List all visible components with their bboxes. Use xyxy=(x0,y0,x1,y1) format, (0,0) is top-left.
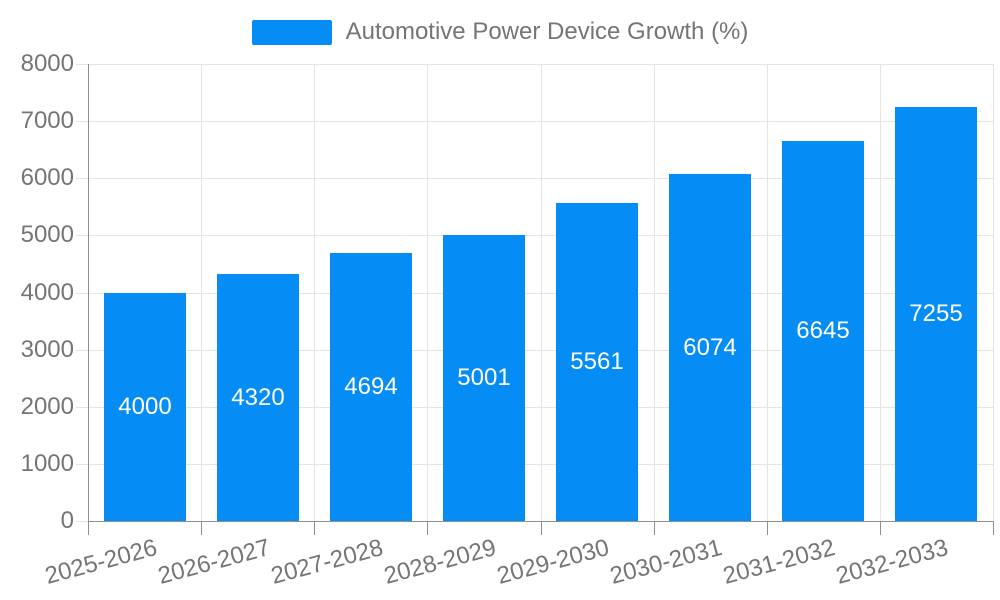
bar-value-label: 4694 xyxy=(344,373,398,400)
bar-value-label: 6074 xyxy=(683,334,737,361)
bar[interactable] xyxy=(782,141,864,521)
v-gridline xyxy=(767,64,768,521)
bar-value-label: 4320 xyxy=(231,384,285,411)
y-axis-tick xyxy=(76,293,88,294)
y-axis-tick xyxy=(76,235,88,236)
v-gridline xyxy=(993,64,994,521)
y-tick-label: 3000 xyxy=(20,336,74,363)
bar-value-label: 5001 xyxy=(457,364,511,391)
bar[interactable] xyxy=(669,174,751,521)
h-gridline xyxy=(88,64,993,65)
v-gridline xyxy=(654,64,655,521)
v-gridline xyxy=(314,64,315,521)
y-axis-tick xyxy=(76,178,88,179)
bar-value-label: 7255 xyxy=(909,300,963,327)
y-axis-tick xyxy=(76,464,88,465)
x-axis-tick xyxy=(767,521,768,535)
v-gridline xyxy=(427,64,428,521)
bar-value-label: 6645 xyxy=(796,317,850,344)
y-tick-label: 0 xyxy=(60,507,74,534)
y-tick-label: 6000 xyxy=(20,164,74,191)
bar[interactable] xyxy=(104,293,186,521)
legend-item[interactable]: Automotive Power Device Growth (%) xyxy=(0,18,1000,46)
bar[interactable] xyxy=(217,274,299,521)
h-gridline xyxy=(88,178,993,179)
h-gridline xyxy=(88,121,993,122)
bar[interactable] xyxy=(443,235,525,521)
x-axis-tick xyxy=(541,521,542,535)
bar-value-label: 4000 xyxy=(118,393,172,420)
h-gridline xyxy=(88,235,993,236)
y-axis-tick xyxy=(76,64,88,65)
y-axis-line xyxy=(88,64,89,535)
h-gridline xyxy=(88,350,993,351)
v-gridline xyxy=(880,64,881,521)
v-gridline xyxy=(201,64,202,521)
y-axis-tick xyxy=(76,521,88,522)
y-tick-label: 4000 xyxy=(20,279,74,306)
x-axis-line xyxy=(88,521,994,522)
legend-label: Automotive Power Device Growth (%) xyxy=(345,18,749,45)
x-axis-tick xyxy=(427,521,428,535)
x-axis-tick xyxy=(880,521,881,535)
bar[interactable] xyxy=(330,253,412,521)
x-axis-tick xyxy=(993,521,994,535)
y-tick-label: 8000 xyxy=(20,50,74,77)
h-gridline xyxy=(88,293,993,294)
y-tick-label: 7000 xyxy=(20,107,74,134)
y-axis-tick xyxy=(76,350,88,351)
x-axis-tick xyxy=(201,521,202,535)
y-tick-label: 1000 xyxy=(20,450,74,477)
h-gridline xyxy=(88,407,993,408)
y-axis-tick xyxy=(76,121,88,122)
legend-swatch xyxy=(251,19,332,45)
bar[interactable] xyxy=(556,203,638,521)
bar[interactable] xyxy=(895,107,977,521)
y-axis-tick xyxy=(76,407,88,408)
x-axis-tick xyxy=(654,521,655,535)
y-tick-label: 5000 xyxy=(20,221,74,248)
x-axis-tick xyxy=(314,521,315,535)
y-tick-label: 2000 xyxy=(20,393,74,420)
v-gridline xyxy=(541,64,542,521)
h-gridline xyxy=(88,464,993,465)
bar-value-label: 5561 xyxy=(570,348,624,375)
